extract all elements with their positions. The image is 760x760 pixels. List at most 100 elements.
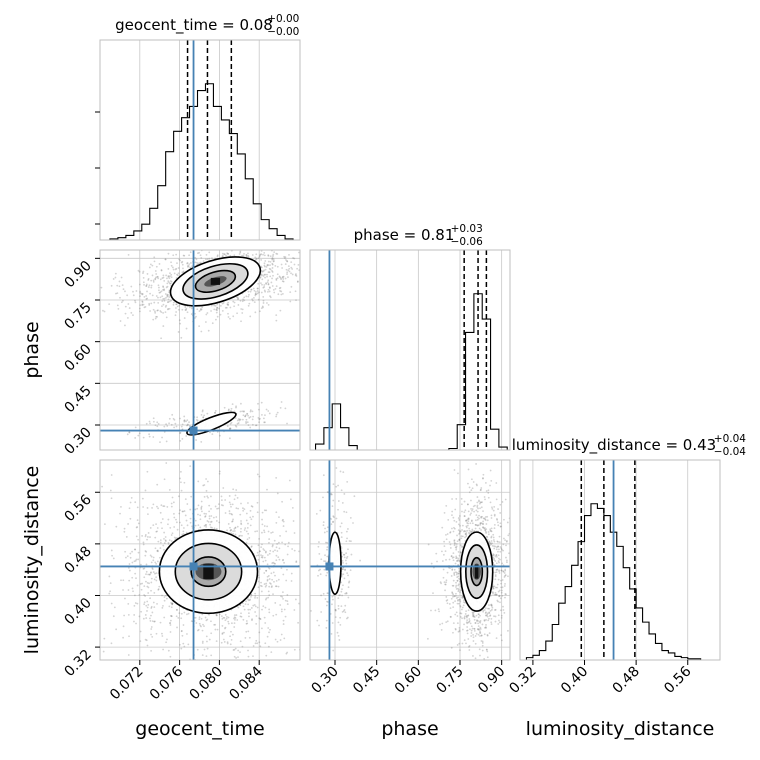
sample-point [229, 306, 232, 309]
sample-point [468, 531, 470, 534]
sample-point [345, 557, 348, 559]
sample-point [112, 278, 115, 280]
sample-point [477, 622, 480, 625]
sample-point [497, 541, 499, 543]
sample-point [273, 539, 276, 542]
sample-point [232, 315, 235, 318]
sample-point [496, 546, 498, 549]
sample-point [136, 526, 139, 528]
sample-point [467, 522, 470, 525]
sample-point [227, 409, 230, 412]
sample-point [471, 509, 473, 512]
sample-point [458, 538, 461, 541]
sample-point [322, 524, 325, 527]
sample-point [263, 531, 266, 534]
sample-point [491, 506, 493, 509]
sample-point [181, 533, 184, 536]
sample-point [124, 597, 126, 600]
sample-point [285, 652, 288, 655]
sample-point [494, 620, 497, 623]
sample-point [491, 606, 494, 609]
sample-point [326, 571, 329, 574]
sample-point [198, 310, 201, 312]
sample-point [466, 632, 469, 635]
sample-point [474, 657, 477, 660]
sample-point [145, 573, 147, 576]
sample-point [272, 258, 275, 261]
sample-point [254, 311, 257, 314]
sample-point [167, 518, 170, 521]
sample-point [164, 536, 167, 538]
sample-point [285, 268, 288, 271]
sample-point [497, 614, 500, 617]
sample-point [157, 277, 160, 280]
sample-point [450, 555, 453, 558]
sample-point [281, 276, 284, 279]
sample-point [269, 582, 271, 584]
sample-point [179, 509, 181, 512]
sample-point [472, 481, 475, 483]
sample-point [491, 544, 494, 547]
sample-point [456, 615, 459, 617]
sample-point [249, 608, 251, 611]
sample-point [232, 649, 235, 651]
sample-point [456, 534, 458, 537]
sample-point [452, 595, 454, 598]
sample-point [247, 608, 250, 611]
sample-point [253, 289, 256, 292]
sample-point [190, 313, 193, 315]
sample-point [456, 579, 459, 582]
sample-point [275, 285, 278, 288]
sample-point [177, 495, 180, 498]
sample-point [254, 605, 257, 608]
sample-point [146, 644, 149, 647]
sample-point [178, 612, 181, 615]
sample-point [260, 307, 263, 310]
sample-point [204, 258, 207, 261]
sample-point [181, 437, 184, 440]
sample-point [188, 421, 190, 424]
sample-point [451, 569, 454, 571]
sample-point [161, 518, 164, 520]
sample-point [147, 592, 150, 594]
sample-point [162, 325, 165, 327]
sample-point [161, 436, 163, 439]
sample-point [448, 558, 451, 561]
sample-point [451, 514, 453, 517]
sample-point [254, 592, 257, 595]
sample-point [142, 276, 145, 279]
sample-point [218, 307, 220, 310]
sample-point [500, 582, 502, 585]
sample-point [479, 522, 482, 525]
sample-point [323, 531, 326, 534]
sample-point [490, 543, 493, 546]
sample-point [333, 594, 335, 597]
sample-point [230, 529, 233, 531]
sample-point [455, 547, 458, 549]
density-phase-luminosity_distance [310, 460, 510, 660]
sample-point [441, 526, 444, 529]
sample-point [144, 305, 147, 308]
sample-point [335, 517, 338, 520]
sample-point [281, 596, 284, 598]
sample-point [159, 278, 162, 281]
sample-point [257, 554, 260, 557]
sample-point [261, 278, 264, 281]
sample-point [440, 550, 443, 553]
sample-point [458, 559, 461, 562]
sample-point [186, 419, 189, 422]
sample-point [457, 572, 460, 575]
sample-point [271, 267, 274, 269]
sample-point [145, 617, 148, 619]
sample-point [210, 620, 212, 623]
sample-point [492, 556, 494, 559]
sample-point [154, 317, 157, 320]
sample-point [499, 597, 502, 600]
sample-point [470, 489, 473, 492]
sample-point [284, 599, 287, 602]
sample-point [168, 300, 171, 303]
sample-point [265, 509, 268, 512]
sample-point [195, 622, 198, 624]
sample-point [485, 528, 488, 531]
sample-point [320, 611, 323, 613]
